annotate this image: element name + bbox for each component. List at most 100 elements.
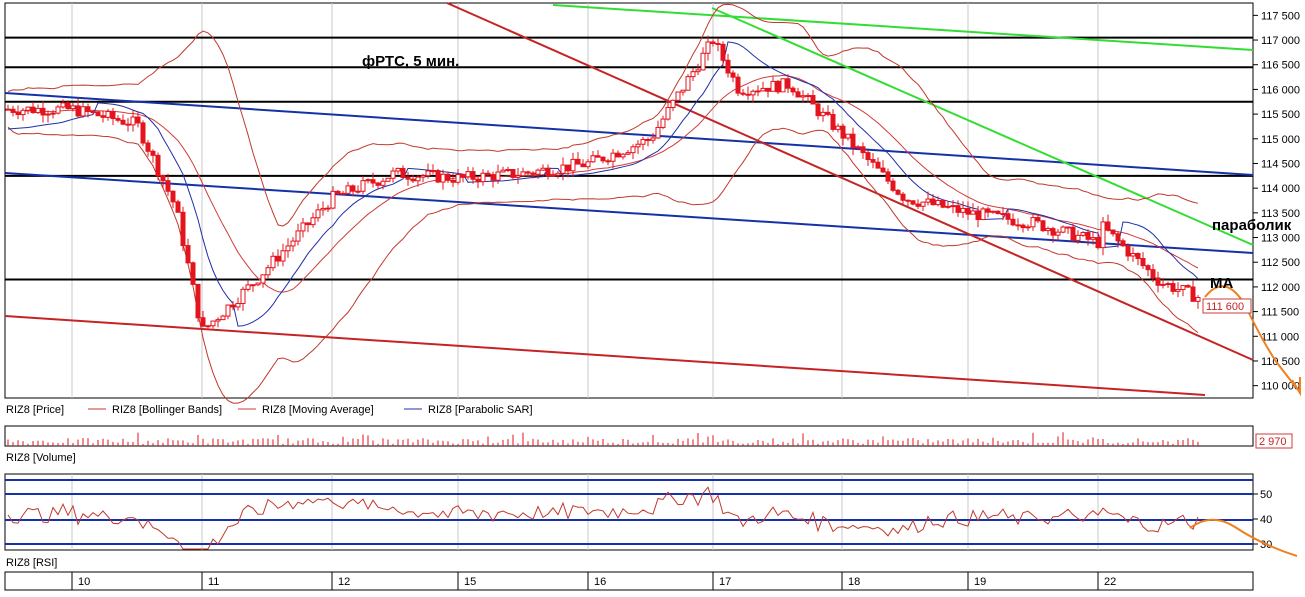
rsi-legend: RIZ8 [RSI]	[6, 557, 57, 569]
candle-down	[875, 161, 881, 169]
candle-up	[330, 190, 336, 209]
candle-up	[105, 111, 111, 118]
candle-down	[1005, 213, 1011, 220]
candle-down	[1110, 229, 1116, 235]
rsi-grid-vertical	[71, 474, 1099, 550]
candle-down	[915, 203, 921, 207]
candle-up	[310, 217, 316, 226]
annotation-ma: MA	[1210, 275, 1233, 292]
candle-down	[15, 111, 21, 116]
volume-legend: RIZ8 [Volume]	[6, 452, 76, 464]
candle-up	[1080, 232, 1086, 236]
candle-up	[315, 209, 321, 219]
candle-up	[430, 170, 436, 173]
candle-up	[285, 245, 291, 252]
candle-down	[155, 154, 161, 176]
candle-down	[435, 170, 441, 183]
candle-down	[605, 160, 611, 163]
forecast-price-arrowhead	[1291, 377, 1301, 397]
candle-up	[345, 185, 351, 194]
forecast-rsi-arc	[1189, 518, 1298, 557]
candle-down	[1065, 226, 1071, 229]
candle-up	[320, 207, 326, 211]
candle-up	[655, 126, 661, 139]
candle-down	[510, 168, 516, 178]
candle-down	[200, 317, 206, 327]
candle-down	[75, 105, 81, 117]
candle-up	[570, 158, 576, 172]
candle-down	[795, 91, 801, 98]
bollinger-lower-line	[7, 126, 1199, 404]
candle-up	[250, 284, 256, 287]
price-grid-vertical	[71, 3, 1099, 398]
candle-up	[800, 95, 806, 98]
candle-down	[140, 122, 146, 144]
candle-down	[1020, 224, 1026, 229]
candle-down	[735, 76, 741, 94]
price-y-tick-label: 110 000	[1261, 381, 1300, 393]
candle-up	[755, 90, 761, 93]
candle-down	[885, 171, 891, 182]
blue-channel-upper	[4, 92, 1254, 176]
candle-up	[590, 155, 596, 163]
candle-down	[710, 41, 716, 45]
candle-down	[1035, 217, 1041, 222]
candle-down	[840, 125, 846, 139]
candle-up	[640, 139, 646, 145]
legend-price: RIZ8 [Price]	[6, 404, 64, 416]
candle-down	[470, 171, 476, 180]
candle-down	[1050, 228, 1056, 236]
candle-down	[745, 93, 751, 96]
candle-down	[350, 185, 356, 192]
candle-down	[175, 201, 181, 213]
candle-up	[685, 76, 691, 91]
candle-up	[610, 152, 616, 162]
candle-down	[460, 174, 466, 178]
chart-title: фРТС, 5 мин.	[362, 53, 459, 70]
candle-down	[580, 163, 586, 168]
red-channel-lower	[4, 315, 1206, 396]
rsi-line	[7, 486, 1199, 550]
candle-up	[550, 174, 556, 177]
candle-down	[190, 262, 196, 285]
candle-down	[275, 255, 281, 262]
candle-down	[595, 155, 601, 158]
candle-down	[895, 189, 901, 195]
candle-up	[625, 152, 631, 155]
candle-down	[400, 167, 406, 179]
candle-down	[995, 210, 1001, 215]
candle-down	[90, 110, 96, 113]
candle-up	[690, 71, 696, 78]
candle-up	[635, 143, 641, 148]
candle-up	[1060, 226, 1066, 233]
candle-down	[40, 107, 46, 116]
green-trend-lower	[711, 7, 1254, 246]
price-y-tick-label: 115 000	[1261, 134, 1300, 146]
candle-down	[490, 174, 496, 181]
red-channel-upper	[446, 2, 1254, 361]
candle-up	[50, 112, 56, 115]
candle-down	[1015, 224, 1021, 227]
candle-down	[1010, 218, 1016, 226]
candle-down	[575, 158, 581, 165]
price-candles	[5, 35, 1201, 329]
candle-up	[535, 169, 541, 175]
candle-down	[475, 178, 481, 183]
date-axis-frame	[4, 571, 1254, 591]
candle-down	[765, 87, 771, 92]
candle-up	[845, 133, 851, 139]
candle-up	[925, 198, 931, 203]
date-axis: 10 11 12 15 16 17 18 19 22	[4, 571, 1254, 591]
candle-up	[1055, 231, 1061, 236]
candle-up	[235, 302, 241, 308]
candle-up	[215, 319, 221, 322]
candle-down	[870, 159, 876, 163]
candle-down	[335, 190, 341, 194]
volume-bars	[7, 432, 1199, 446]
candle-up	[1025, 226, 1031, 229]
candle-up	[540, 167, 546, 171]
candle-up	[945, 205, 951, 208]
candle-up	[920, 201, 926, 207]
candle-up	[660, 118, 666, 128]
price-y-tick-label: 116 000	[1261, 84, 1300, 96]
